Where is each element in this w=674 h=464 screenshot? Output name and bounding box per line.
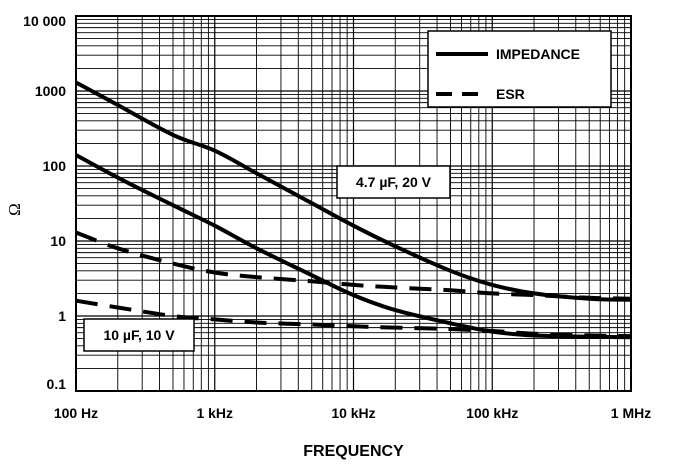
plot-frame (75, 15, 632, 392)
series-layer (75, 80, 632, 340)
y-tick-label: 1000 (35, 83, 66, 99)
annotation-label: 10 µF, 10 V (103, 327, 175, 343)
y-tick-label: 10 (50, 233, 66, 249)
annotation-box (336, 165, 451, 199)
legend-label: ESR (496, 86, 525, 102)
annotation-box (83, 318, 195, 352)
series-line-esr (75, 230, 632, 301)
y-tick-labels: 0.1 1 10 100 1000 10 000 (23, 13, 66, 392)
y-tick-label: 100 (43, 158, 67, 174)
x-tick-label: 100 kHz (466, 405, 518, 421)
y-tick-label: 1 (58, 308, 66, 324)
x-tick-labels: 100 Hz 1 kHz 10 kHz 100 kHz 1 MHz (54, 405, 651, 421)
x-tick-label: 1 kHz (196, 405, 233, 421)
y-axis-title: Ω (5, 203, 24, 216)
x-tick-label: 10 kHz (331, 405, 375, 421)
y-tick-label: 10 000 (23, 13, 66, 29)
series-line-esr (75, 298, 632, 339)
annotations: 4.7 µF, 20 V 10 µF, 10 V (83, 165, 451, 352)
x-tick-label: 1 MHz (611, 405, 651, 421)
x-tick-label: 100 Hz (54, 405, 98, 421)
legend-label: IMPEDANCE (496, 46, 580, 62)
y-tick-label: 0.1 (47, 376, 67, 392)
annotation-label: 4.7 µF, 20 V (356, 174, 432, 190)
legend: IMPEDANCE ESR (427, 30, 612, 108)
series-line-impedance (75, 80, 632, 302)
x-axis-title: FREQUENCY (303, 443, 404, 460)
legend-box (427, 30, 612, 108)
